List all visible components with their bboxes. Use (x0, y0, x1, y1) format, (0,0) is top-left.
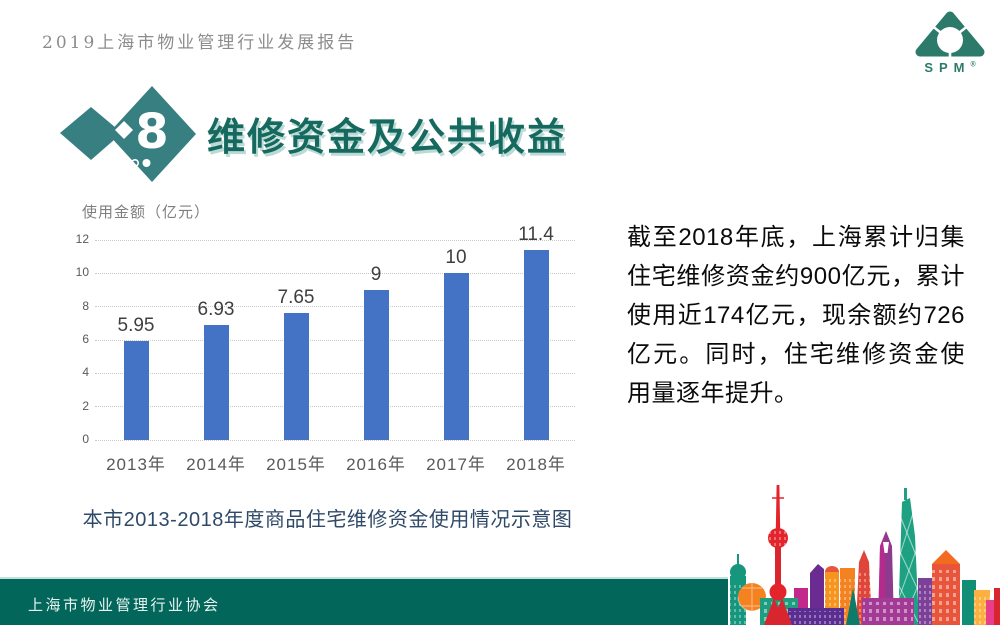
y-axis-tick: 2 (82, 398, 89, 413)
gridline (95, 406, 575, 408)
bar-2013年 (123, 340, 149, 440)
spm-logo: SPM® (908, 8, 992, 75)
gridline (95, 439, 575, 441)
skyline-graphic (730, 485, 1000, 625)
x-axis-tick: 2015年 (266, 455, 326, 474)
bar-value-label: 10 (445, 247, 467, 269)
large-diamond (108, 86, 196, 182)
y-axis-tick: 4 (82, 365, 89, 380)
footer-organization: 上海市物业管理行业协会 (28, 596, 221, 614)
y-axis-tick: 8 (82, 298, 89, 313)
bar-2018年 (523, 250, 549, 440)
y-axis-tick: 6 (82, 332, 89, 346)
x-axis-tick: 2018年 (506, 455, 566, 474)
hollow-dot (131, 159, 140, 168)
filled-dot (142, 159, 151, 167)
x-axis-tick: 2016年 (346, 455, 406, 474)
chart-caption: 本市2013-2018年度商品住宅维修资金使用情况示意图 (82, 509, 573, 531)
bar-value-label: 7.65 (277, 286, 315, 308)
chart-axis-title: 使用金额（亿元） (82, 204, 211, 221)
bar-value-label: 9 (370, 264, 382, 285)
registered-mark: ® (970, 61, 976, 69)
x-axis-tick: 2017年 (426, 455, 486, 474)
gridline (95, 339, 575, 341)
spm-triangle-icon (915, 11, 985, 59)
bar-2017年 (443, 273, 469, 440)
chart-plot-area: 5.95 6.93 7.65 9 10 11.4 (95, 224, 575, 441)
spm-wordmark: SPM® (924, 60, 976, 75)
gridline (95, 372, 575, 374)
report-title: 2019上海市物业管理行业发展报告 (42, 33, 358, 53)
shanghai-tower-green (898, 488, 920, 625)
tower-violet-right (918, 578, 935, 625)
bar-2014年 (203, 324, 229, 440)
y-axis-tick: 0 (82, 432, 89, 446)
low-building-magenta-front (862, 598, 914, 625)
x-axis-tick: 2014年 (186, 455, 246, 474)
bar-value-label: 11.4 (518, 224, 554, 245)
gridline (95, 239, 575, 241)
gridline (95, 306, 575, 308)
small-diamond (60, 107, 122, 160)
bar-2015年 (283, 312, 309, 440)
x-axis-tick: 2013年 (106, 455, 166, 474)
shanghai-skyline-illustration (728, 440, 1000, 625)
sphere-pavilion-orange (737, 583, 767, 612)
section-title: 维修资金及公共收益 (207, 117, 568, 159)
oriental-pearl-tower (764, 485, 792, 625)
bar-chart: 5.95 6.93 7.65 9 10 11.4 0 2 4 6 8 10 12 2013年 2014年 2… (67, 224, 575, 485)
y-axis-tick: 12 (75, 232, 89, 246)
tower-teal-right (962, 580, 976, 625)
bar-value-label: 5.95 (117, 314, 155, 336)
bar-2016年 (363, 290, 389, 440)
low-building-purple (788, 608, 844, 625)
tower-teal-peak (846, 588, 860, 625)
section-number: 8 (135, 104, 168, 160)
tower-red-edge (994, 588, 1000, 625)
y-axis-tick: 10 (75, 265, 89, 280)
section-badge: 8 (60, 86, 196, 182)
white-diamond (115, 121, 133, 139)
gridline (95, 272, 575, 274)
body-paragraph: 截至2018年底，上海累计归集住宅维修资金约900亿元，累计使用近174亿元，现… (627, 224, 965, 407)
bar-value-label: 6.93 (197, 298, 235, 320)
tower-red-wide (932, 550, 960, 625)
